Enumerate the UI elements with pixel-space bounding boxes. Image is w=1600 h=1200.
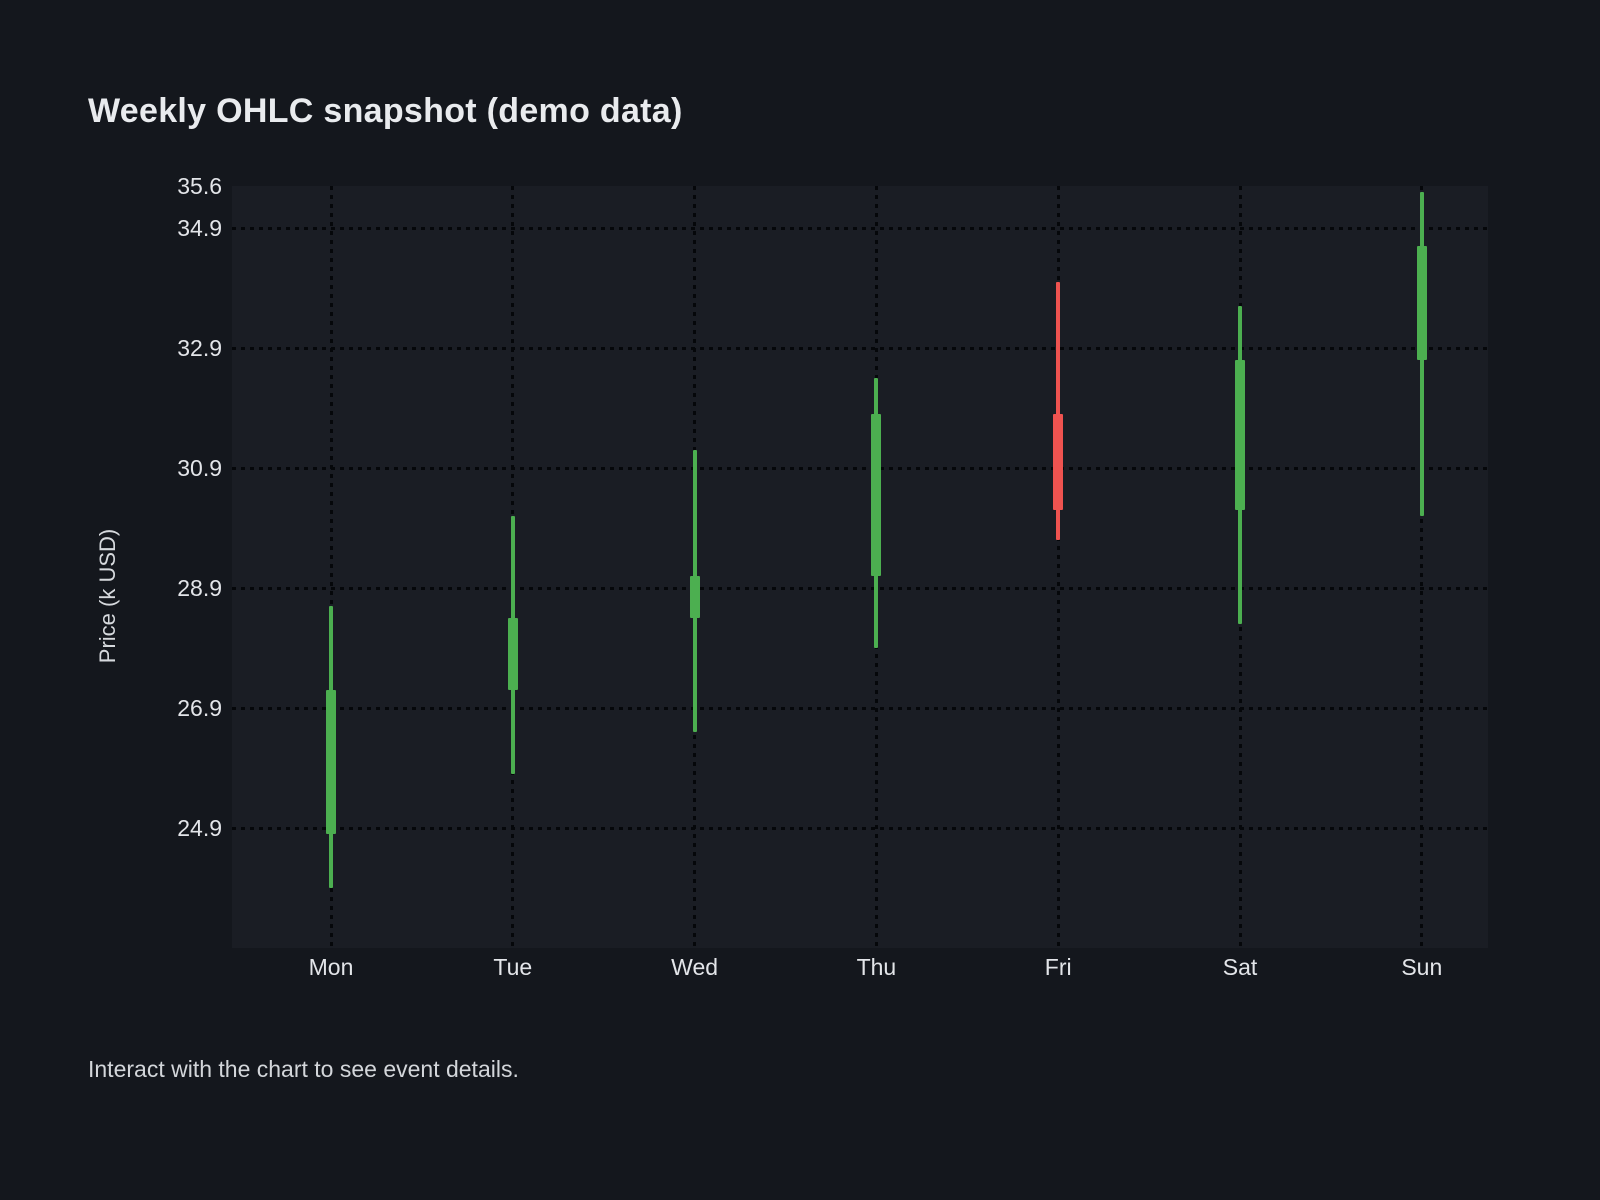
x-axis-label-fri: Fri xyxy=(1044,954,1072,980)
chart-title: Weekly OHLC snapshot (demo data) xyxy=(88,92,683,130)
y-tick-label: 30.9 xyxy=(177,455,222,481)
candle-body-fri[interactable] xyxy=(1053,414,1064,510)
caption: Interact with the chart to see event det… xyxy=(88,1056,519,1082)
gridline-horizontal xyxy=(232,226,1488,230)
x-axis-label-thu: Thu xyxy=(856,954,897,980)
candle-body-sun[interactable] xyxy=(1416,246,1427,360)
x-axis-label-sat: Sat xyxy=(1222,954,1258,980)
gridline-horizontal xyxy=(232,586,1488,590)
y-tick-label: 32.9 xyxy=(177,335,222,361)
gridline-horizontal xyxy=(232,466,1488,470)
candle-wick-fri[interactable] xyxy=(1056,282,1061,540)
plot-area[interactable] xyxy=(232,186,1488,948)
gridline-horizontal xyxy=(232,346,1488,350)
candle-body-wed[interactable] xyxy=(689,576,700,618)
candle-body-thu[interactable] xyxy=(871,414,882,576)
y-tick-label: 35.6 xyxy=(177,173,222,199)
gridline-vertical xyxy=(1056,186,1060,948)
y-tick-label: 24.9 xyxy=(177,815,222,841)
y-tick-label: 34.9 xyxy=(177,215,222,241)
x-axis-label-mon: Mon xyxy=(308,954,354,980)
candle-body-sat[interactable] xyxy=(1235,360,1245,510)
candle-body-tue[interactable] xyxy=(507,618,518,690)
y-tick-label: 28.9 xyxy=(177,575,222,601)
x-axis-label-sun: Sun xyxy=(1401,954,1443,980)
x-axis-label-tue: Tue xyxy=(493,954,533,980)
x-axis-label-wed: Wed xyxy=(671,954,719,980)
candle-body-mon[interactable] xyxy=(326,690,336,834)
y-tick-label: 26.9 xyxy=(177,695,222,721)
gridline-vertical xyxy=(1420,186,1424,948)
gridline-horizontal xyxy=(232,706,1488,710)
gridline-horizontal xyxy=(232,826,1488,830)
gridline-vertical xyxy=(329,186,333,948)
y-axis-tick-labels: 35.6 34.9 32.9 30.9 28.9 26.9 24.9 xyxy=(0,0,222,1200)
